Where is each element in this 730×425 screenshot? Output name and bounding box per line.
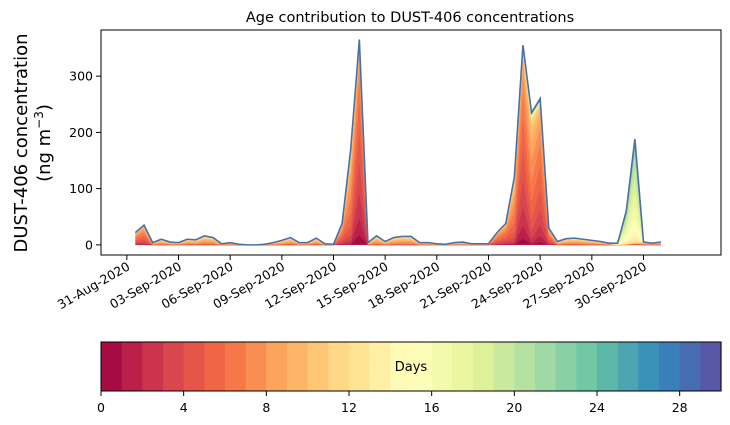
y-axis-label-line1: DUST-406 concentration <box>11 33 32 252</box>
age-bin-area <box>135 46 661 246</box>
colorbar-tick-label: 12 <box>341 400 357 415</box>
colorbar-label: Days <box>395 360 428 375</box>
colorbar: Days 0 4 8 12 16 20 24 28 <box>97 341 722 415</box>
colorbar-tick-label: 20 <box>506 400 522 415</box>
colorbar-cell <box>597 342 619 391</box>
age-bin-area <box>135 40 661 246</box>
colorbar-cell <box>555 342 577 391</box>
y-axis-label-unit: (ng m <box>34 129 55 182</box>
age-bin-area <box>135 74 661 246</box>
age-bin-area <box>135 43 661 246</box>
age-bin-area <box>135 42 661 246</box>
age-bin-area <box>135 42 661 246</box>
colorbar-cell <box>431 342 453 391</box>
age-bin-area <box>135 60 661 246</box>
colorbar-cell <box>576 342 598 391</box>
y-axis: 0 100 200 300 <box>69 69 101 252</box>
y-tick-label: 0 <box>85 237 93 252</box>
colorbar-cell <box>493 342 515 391</box>
colorbar-cell <box>245 342 267 391</box>
age-bin-area <box>135 44 661 246</box>
colorbar-cell <box>142 342 164 391</box>
colorbar-cell <box>535 342 557 391</box>
age-bin-area <box>135 127 661 246</box>
age-bin-area <box>135 41 661 246</box>
age-bin-area <box>135 45 661 246</box>
age-stack-areas <box>135 39 661 246</box>
colorbar-cell <box>163 342 185 391</box>
colorbar-cell <box>452 342 474 391</box>
colorbar-cell <box>700 342 722 391</box>
colorbar-tick-label: 0 <box>97 400 105 415</box>
colorbar-tick-label: 24 <box>589 400 605 415</box>
age-bin-area <box>135 41 661 246</box>
colorbar-cells <box>101 342 722 391</box>
y-tick-label: 100 <box>69 181 93 196</box>
age-bin-area <box>135 45 661 246</box>
plot-frame <box>100 29 722 256</box>
x-axis: 31-Aug-202003-Sep-202006-Sep-202009-Sep-… <box>55 255 649 312</box>
colorbar-cell <box>307 342 329 391</box>
plot-area <box>100 29 722 256</box>
colorbar-cell <box>287 342 309 391</box>
age-bin-area <box>135 40 661 246</box>
age-bin-area <box>135 42 661 246</box>
age-bin-area <box>135 40 661 246</box>
age-bin-area <box>135 41 661 246</box>
colorbar-frame <box>100 341 722 392</box>
y-tick-label: 300 <box>69 69 93 84</box>
colorbar-cell <box>328 342 350 391</box>
colorbar-cell <box>349 342 371 391</box>
colorbar-tick-label: 4 <box>180 400 188 415</box>
colorbar-cell <box>659 342 681 391</box>
age-bin-area <box>135 39 661 246</box>
colorbar-cell <box>679 342 701 391</box>
colorbar-ticks: 0 4 8 12 16 20 24 28 <box>97 391 688 415</box>
age-bin-area <box>135 44 661 246</box>
colorbar-cell <box>266 342 288 391</box>
y-axis-label-line2: (ng m−3) <box>32 104 55 182</box>
colorbar-cell <box>473 342 495 391</box>
colorbar-cell <box>225 342 247 391</box>
age-bin-area <box>135 52 661 246</box>
age-bin-area <box>135 44 661 246</box>
y-axis-label-close: ) <box>34 104 55 111</box>
y-axis-label-exponent: −3 <box>32 111 46 129</box>
age-bin-area <box>135 48 661 246</box>
colorbar-cell <box>514 342 536 391</box>
chart-title: Age contribution to DUST-406 concentrati… <box>246 10 574 26</box>
colorbar-cell <box>369 342 391 391</box>
colorbar-tick-label: 16 <box>424 400 440 415</box>
total-concentration-line <box>134 39 661 246</box>
colorbar-cell <box>121 342 143 391</box>
y-tick-label: 200 <box>69 125 93 140</box>
colorbar-cell <box>638 342 660 391</box>
age-bin-area <box>135 43 661 246</box>
colorbar-cell <box>101 342 123 391</box>
colorbar-cell <box>183 342 205 391</box>
age-bin-area <box>135 160 661 246</box>
colorbar-tick-label: 28 <box>672 400 688 415</box>
age-bin-area <box>135 43 661 246</box>
age-bin-area <box>135 97 661 246</box>
colorbar-cell <box>617 342 639 391</box>
colorbar-cell <box>204 342 226 391</box>
age-bin-area <box>135 39 661 246</box>
colorbar-cell <box>411 342 433 391</box>
colorbar-cell <box>390 342 412 391</box>
colorbar-tick-label: 8 <box>262 400 270 415</box>
